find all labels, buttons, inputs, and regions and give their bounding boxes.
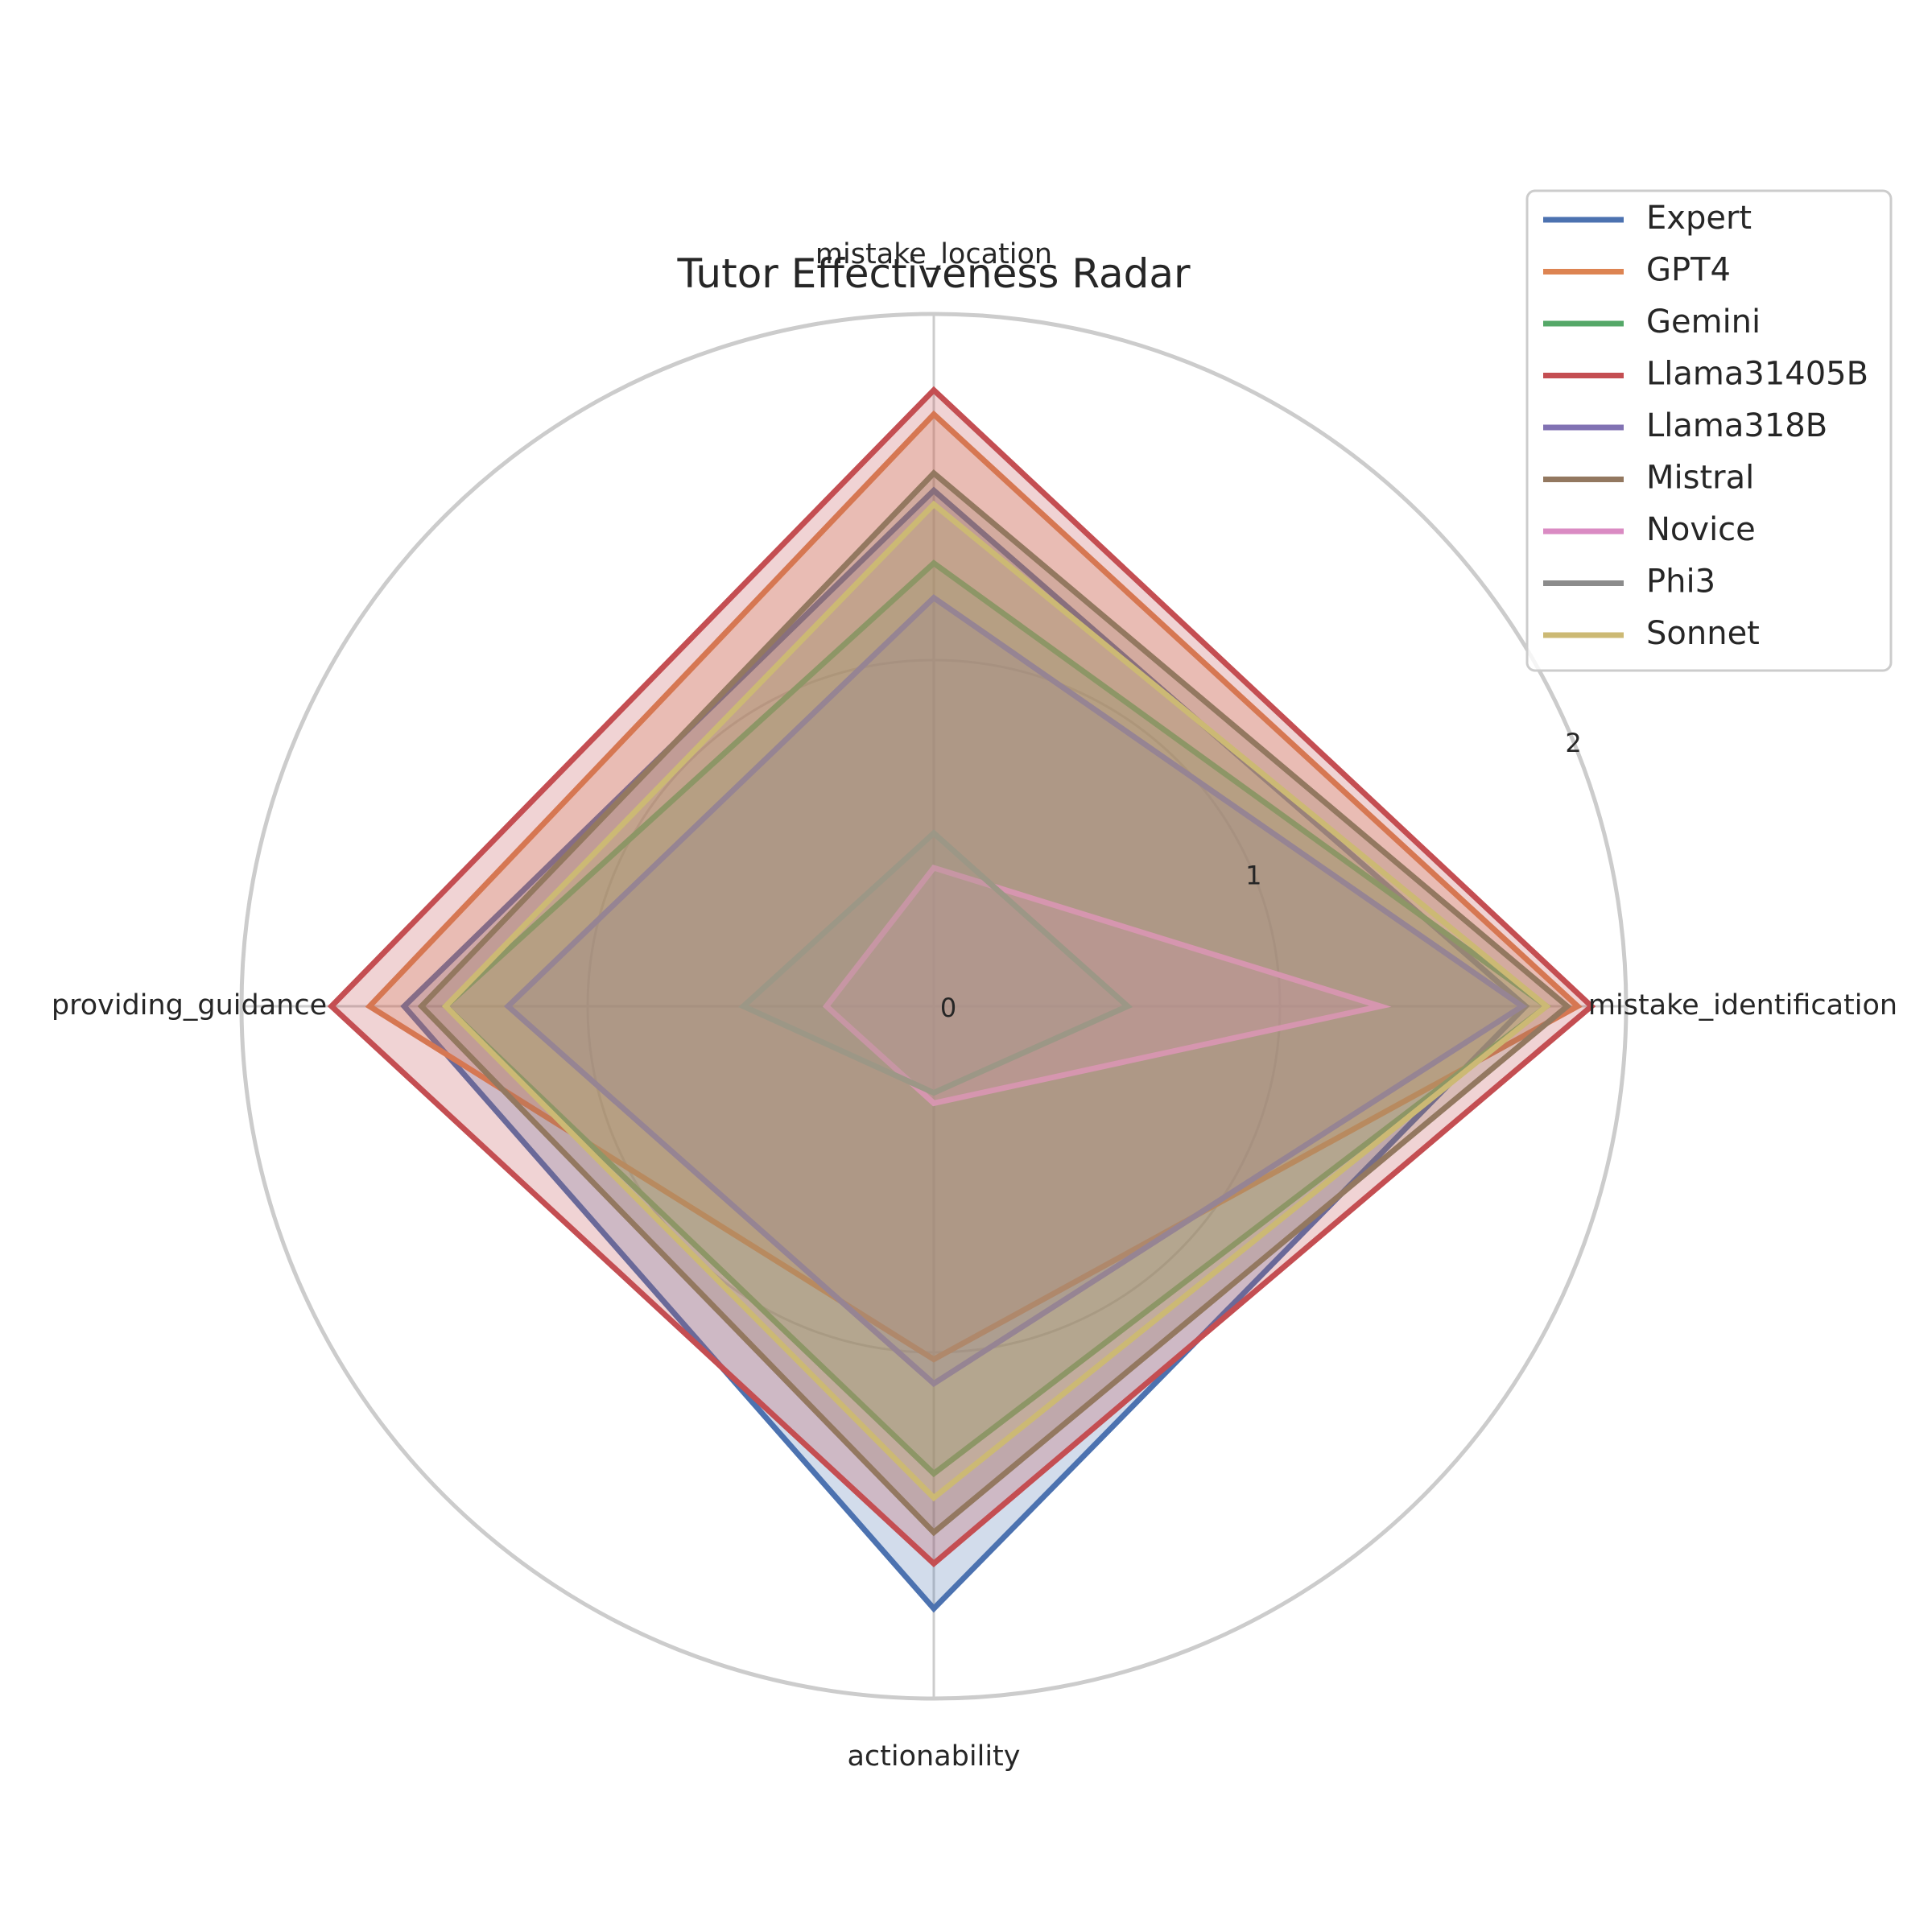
legend-label-Mistral: Mistral bbox=[1646, 460, 1754, 497]
legend-label-Gemini: Gemini bbox=[1646, 303, 1761, 341]
legend-label-Llama31405B: Llama31405B bbox=[1646, 356, 1868, 393]
outer-frame bbox=[239, 312, 1629, 1701]
legend-label-Expert: Expert bbox=[1646, 200, 1752, 237]
radar-labels: 0 1 2 mistake_identification mistake_locatio… bbox=[52, 238, 1897, 1773]
series-fill-Phi3 bbox=[743, 833, 1128, 1093]
axis-label-mistake_identification: mistake_identification bbox=[1588, 989, 1897, 1022]
series-fill-Llama318B bbox=[508, 597, 1522, 1384]
radar-grid bbox=[239, 312, 1629, 1701]
series-fill-GPT4 bbox=[369, 414, 1578, 1360]
radial-tick-2: 2 bbox=[1565, 728, 1581, 758]
legend-label-GPT4: GPT4 bbox=[1646, 252, 1731, 289]
legend-label-Phi3: Phi3 bbox=[1646, 564, 1715, 601]
series-line-GPT4 bbox=[365, 410, 1583, 1363]
legend-label-Sonnet: Sonnet bbox=[1646, 615, 1760, 652]
legend-label-Novice: Novice bbox=[1646, 511, 1756, 548]
series-line-Sonnet bbox=[441, 500, 1551, 1502]
radial-tick-1: 1 bbox=[1245, 860, 1261, 890]
radial-tick-0: 0 bbox=[940, 993, 956, 1023]
legend-frame bbox=[1525, 189, 1893, 672]
series-fill-Gemini bbox=[445, 563, 1547, 1474]
chart-title: Tutor Effectiveness Radar bbox=[676, 250, 1191, 297]
radar-series bbox=[327, 386, 1596, 1613]
legend-label-Llama318B: Llama318B bbox=[1646, 407, 1827, 444]
series-line-Phi3 bbox=[738, 829, 1133, 1096]
series-fill-Sonnet bbox=[445, 504, 1547, 1498]
axis-label-actionability: actionability bbox=[847, 1740, 1020, 1773]
series-line-Novice bbox=[822, 864, 1392, 1107]
legend: Expert GPT4 Gemini Llama31405B Llama318B Mist… bbox=[1525, 189, 1893, 672]
axis-label-mistake_location: mistake_location bbox=[815, 238, 1052, 270]
series-line-Llama31405B bbox=[327, 386, 1596, 1567]
series-line-Mistral bbox=[417, 469, 1572, 1537]
axis-label-providing_guidance: providing_guidance bbox=[52, 989, 327, 1022]
series-fill-Expert bbox=[404, 490, 1526, 1609]
series-line-Llama318B bbox=[503, 594, 1528, 1388]
